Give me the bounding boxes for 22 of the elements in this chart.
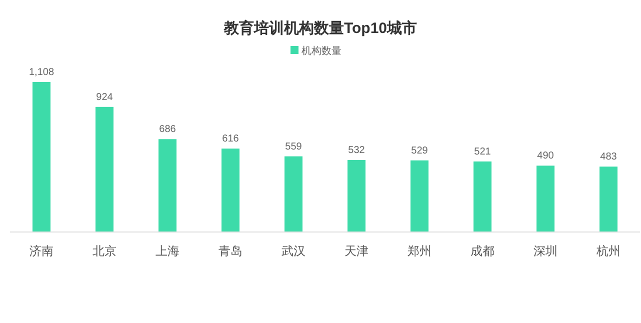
- x-tick-label: 深圳: [534, 244, 558, 258]
- data-label: 924: [96, 92, 114, 103]
- x-tick-label: 北京: [92, 244, 116, 258]
- x-tick-label: 杭州: [596, 244, 620, 258]
- data-label: 529: [411, 145, 428, 156]
- x-tick-label: 上海: [156, 244, 180, 258]
- data-label: 483: [600, 152, 618, 163]
- data-label: 521: [474, 146, 492, 158]
- data-label: 1,108: [28, 67, 54, 78]
- data-label: 559: [285, 141, 302, 152]
- x-tick-label: 成都: [470, 244, 494, 258]
- x-tick-label: 青岛: [218, 244, 242, 258]
- chart-title: 教育培训机构数量Top10城市: [222, 19, 418, 37]
- x-tick-label: 郑州: [408, 244, 432, 258]
- x-tick-label: 天津: [344, 244, 368, 258]
- data-label: 686: [159, 124, 176, 136]
- data-label: 616: [222, 134, 240, 145]
- data-label: 532: [348, 144, 366, 156]
- x-tick-label: 济南: [30, 244, 54, 258]
- x-tick-label: 武汉: [282, 244, 306, 258]
- data-label: 490: [537, 150, 554, 162]
- legend-label: 机构数量: [302, 45, 342, 57]
